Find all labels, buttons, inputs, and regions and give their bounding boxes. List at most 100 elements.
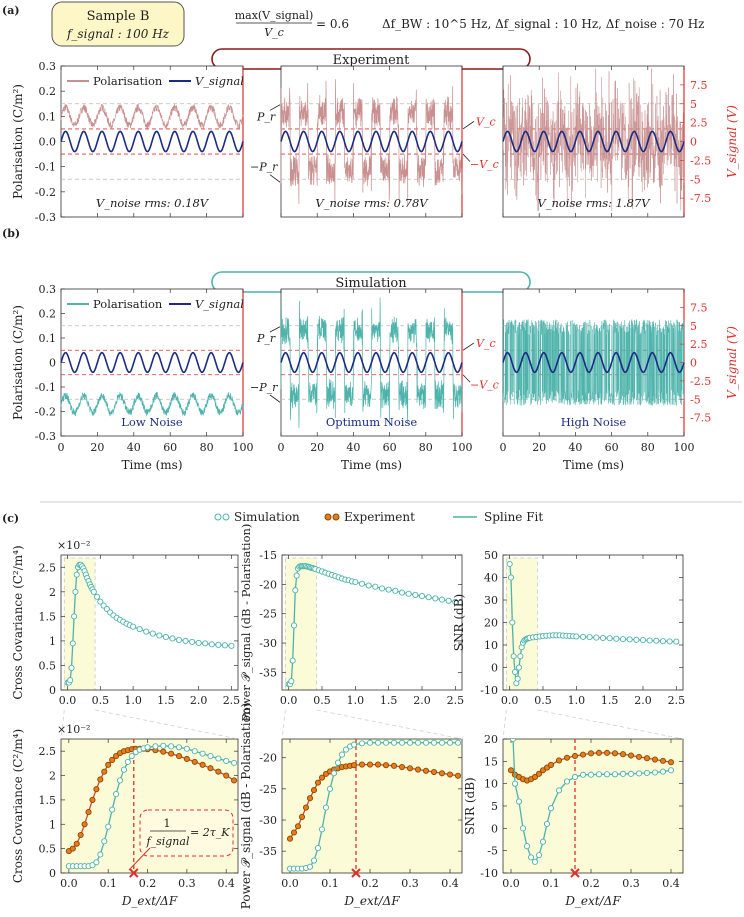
experiment-point <box>535 770 543 777</box>
simulation-point <box>71 613 78 620</box>
simulation-point <box>593 634 600 641</box>
experiment-point <box>286 835 294 842</box>
experiment-point <box>531 773 539 781</box>
experiment-point <box>430 768 438 776</box>
vsignal-trace <box>60 130 244 153</box>
x-tick-label: 80 <box>200 441 214 454</box>
legend-experiment: Experiment <box>344 510 415 524</box>
y-tick-label: -0.2 <box>35 406 56 419</box>
simulation-point <box>183 745 190 752</box>
simulation-point <box>599 634 607 642</box>
y-axis-label: Cross Covariance (C²/m⁴) <box>11 729 25 883</box>
simulation-point <box>511 668 519 676</box>
simulation-point <box>639 637 647 644</box>
x-tick-label: 1.0 <box>568 694 586 707</box>
y-tick-label: -35 <box>259 666 277 679</box>
experiment-point <box>191 758 198 765</box>
simulation-point <box>619 636 627 643</box>
simulation-point <box>514 675 521 682</box>
tau-marker <box>129 868 139 878</box>
vsignal-trace <box>280 351 463 374</box>
y-tick-label: -5 <box>487 845 498 858</box>
simulation-point <box>215 755 222 762</box>
x-tick-label: 0.2 <box>139 877 157 890</box>
neg-pr-arrow <box>269 174 281 183</box>
simulation-point <box>223 757 230 764</box>
experiment-point <box>595 749 603 756</box>
simulation-point <box>358 740 366 747</box>
y-tick-label: 0.5 <box>39 659 57 672</box>
simulation-point <box>422 739 430 746</box>
simulation-point <box>338 751 346 758</box>
x-tick-label: 40 <box>127 441 141 454</box>
tau-marker-x <box>351 868 361 878</box>
x-tick-label: 60 <box>163 441 177 454</box>
y2-tick-label: 0 <box>690 357 697 370</box>
simulation-point <box>506 560 513 568</box>
y-tick-label: 0 <box>49 684 56 697</box>
simulation-point <box>378 585 386 592</box>
y-tick-label: -0.1 <box>35 161 56 174</box>
x-tick-label: 0.4 <box>662 877 680 890</box>
simulation-point <box>627 770 635 777</box>
simulation-point <box>365 582 372 589</box>
x-tick-label: 2.5 <box>447 694 465 707</box>
simulation-point <box>191 748 198 755</box>
simulation-point <box>432 595 439 602</box>
y2-tick-label: -5 <box>690 393 701 406</box>
simulation-point <box>666 638 673 645</box>
simulation-point <box>228 642 235 649</box>
x-tick-label: 0 <box>278 441 285 454</box>
section-title: Experiment <box>333 53 411 68</box>
experiment-point <box>667 759 675 766</box>
y-tick-label: 20 <box>484 733 498 746</box>
y-tick-label: 2.5 <box>39 561 57 574</box>
simulation-point <box>452 598 459 606</box>
simulation-point <box>352 578 359 586</box>
experiment-point <box>603 749 611 756</box>
simulation-point <box>67 677 74 684</box>
experiment-point <box>374 761 382 768</box>
sample-freq: f_signal : 100 Hz <box>66 27 170 41</box>
x-tick-label: 0.0 <box>280 694 298 707</box>
y2-tick-label: 7.5 <box>690 79 708 92</box>
simulation-point <box>509 619 516 626</box>
x-tick-label: 1.0 <box>347 694 365 707</box>
pr-label: P_r <box>256 110 276 123</box>
simulation-point <box>392 587 399 594</box>
simulation-point <box>215 641 222 648</box>
simulation-point <box>527 854 535 861</box>
simulation-point <box>72 588 79 595</box>
experiment-point <box>223 772 230 779</box>
x-tick-label: 0.0 <box>502 877 520 890</box>
y-tick-label: 0 <box>49 867 56 880</box>
experiment-point <box>446 771 454 778</box>
neg-vc-label: −V_c <box>470 158 499 171</box>
y2-tick-label: 7.5 <box>690 301 708 314</box>
simulation-point <box>73 571 80 578</box>
y-tick-label: 50 <box>484 549 498 562</box>
x-tick-label: 0.1 <box>542 877 560 890</box>
axis-exponent: ×10⁻² <box>57 539 90 552</box>
y-tick-label: 2.5 <box>39 745 57 758</box>
x-tick-label: 0.5 <box>313 694 331 707</box>
x-tick-label: 80 <box>641 441 655 454</box>
experiment-point <box>207 765 214 772</box>
y-tick-label: 0 <box>49 357 56 370</box>
experiment-point <box>168 750 175 757</box>
simulation-point <box>586 634 593 641</box>
experiment-point <box>89 796 96 803</box>
y-tick-label: 15 <box>484 755 498 768</box>
simulation-point <box>646 637 653 644</box>
y-tick-label: -30 <box>259 814 277 827</box>
simulation-point <box>208 641 215 648</box>
ratio-value: = 0.6 <box>316 17 349 31</box>
neg-pr-label: −P_r <box>250 381 278 394</box>
x-tick-label: 0 <box>58 441 65 454</box>
y2-tick-label: 0 <box>690 136 697 149</box>
sample-name: Sample B <box>87 9 150 24</box>
experiment-point <box>105 761 112 768</box>
tau-marker-x <box>570 868 580 878</box>
x-tick-label: 2.0 <box>190 694 208 707</box>
simulation-point <box>334 759 342 766</box>
